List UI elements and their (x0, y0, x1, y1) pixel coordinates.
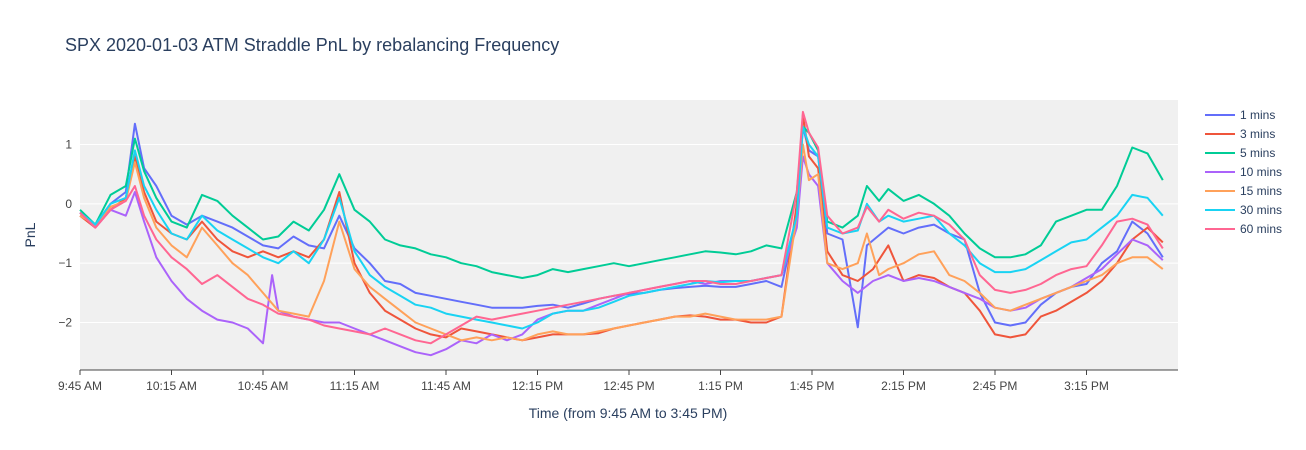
y-axis-ticks: 1 0 −1 −2 (58, 138, 72, 330)
x-tick-label: 12:45 PM (603, 379, 654, 393)
series-line-30-mins (79, 125, 1164, 330)
x-tick-label: 1:15 PM (698, 379, 743, 393)
x-tick-label: 2:15 PM (881, 379, 926, 393)
chart-title: SPX 2020-01-03 ATM Straddle PnL by rebal… (65, 35, 559, 55)
legend-label: 1 mins (1240, 108, 1275, 122)
x-tick-label: 2:45 PM (973, 379, 1018, 393)
legend-label: 3 mins (1240, 127, 1275, 141)
series-line-10-mins (79, 155, 1164, 357)
legend[interactable]: 1 mins 3 mins 5 mins 10 mins 15 mins 30 mins 6… (1205, 108, 1282, 236)
y-axis-title: PnL (22, 222, 38, 247)
legend-item[interactable]: 60 mins (1205, 222, 1282, 236)
legend-item[interactable]: 15 mins (1205, 184, 1282, 198)
x-tick-label: 9:45 AM (58, 379, 102, 393)
legend-label: 30 mins (1240, 203, 1282, 217)
x-tick-label: 3:15 PM (1064, 379, 1109, 393)
legend-label: 15 mins (1240, 184, 1282, 198)
legend-label: 5 mins (1240, 146, 1275, 160)
series-line-60-mins (79, 110, 1164, 345)
x-tick-label: 12:15 PM (512, 379, 563, 393)
series-layer (79, 110, 1164, 357)
x-tick-label: 11:45 AM (421, 379, 471, 393)
series-line-5-mins (79, 125, 1164, 279)
legend-item[interactable]: 30 mins (1205, 203, 1282, 217)
x-tick-label: 10:45 AM (238, 379, 289, 393)
y-tick-label: −2 (58, 316, 72, 330)
legend-label: 10 mins (1240, 165, 1282, 179)
legend-item[interactable]: 1 mins (1205, 108, 1275, 122)
y-tick-label: −1 (58, 256, 72, 270)
y-tick-label: 0 (65, 197, 72, 211)
x-tick-label: 1:45 PM (790, 379, 835, 393)
legend-item[interactable]: 10 mins (1205, 165, 1282, 179)
x-axis-ticks: 9:45 AM 10:15 AM 10:45 AM 11:15 AM 11:45 AM 1… (58, 370, 1109, 393)
legend-item[interactable]: 3 mins (1205, 127, 1275, 141)
legend-label: 60 mins (1240, 222, 1282, 236)
y-tick-label: 1 (65, 138, 72, 152)
x-tick-label: 10:15 AM (146, 379, 197, 393)
series-line-1-mins (79, 122, 1164, 329)
series-line-15-mins (79, 143, 1164, 342)
gridlines (80, 144, 1178, 324)
x-tick-label: 11:15 AM (330, 379, 380, 393)
x-axis-title: Time (from 9:45 AM to 3:45 PM) (529, 405, 728, 421)
legend-item[interactable]: 5 mins (1205, 146, 1275, 160)
